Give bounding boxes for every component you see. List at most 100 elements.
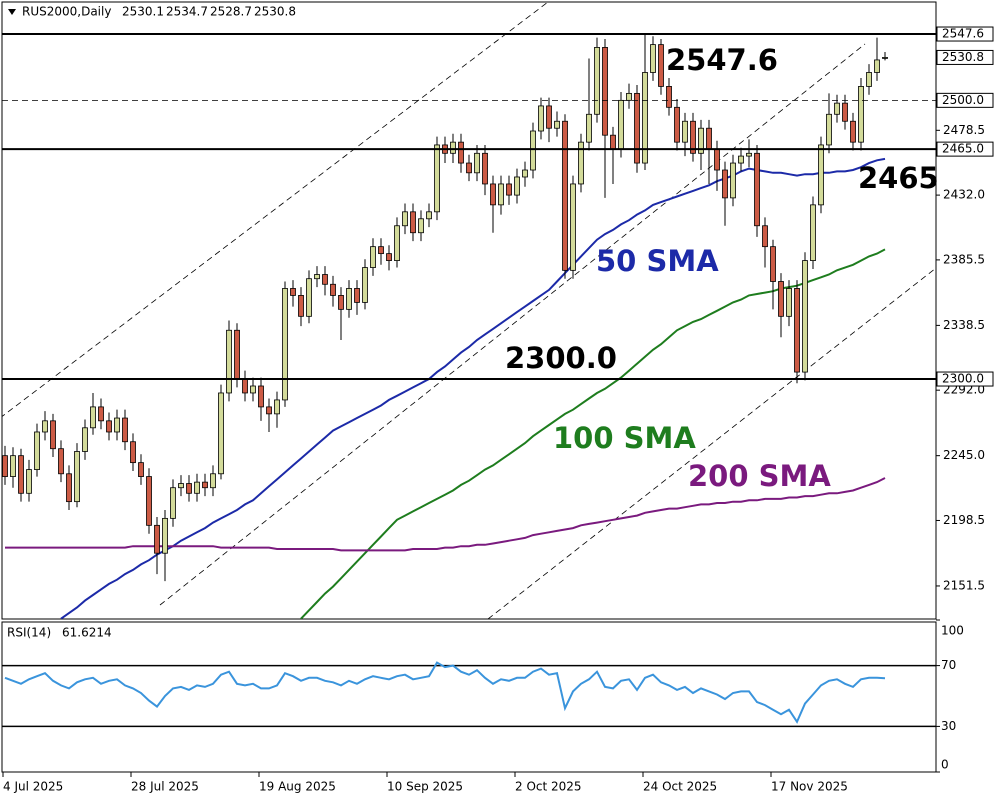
x-tick-label: 24 Oct 2025 <box>643 780 717 794</box>
plot-area <box>2 34 888 619</box>
candle-body <box>570 183 576 271</box>
candle-body <box>250 385 256 394</box>
level-label-box <box>936 371 994 387</box>
candle-body <box>10 455 16 477</box>
level-label: 2465.0 <box>942 142 984 156</box>
sma-line <box>300 248 886 619</box>
candle-body <box>842 102 848 122</box>
candle-body <box>594 47 600 115</box>
candle-body <box>234 329 240 380</box>
x-tick-label: 17 Nov 2025 <box>771 780 848 794</box>
ohlc-low: 2528.7 <box>210 5 252 19</box>
candle-body <box>50 420 56 450</box>
y-tick-label: 0 <box>941 758 949 772</box>
candle-body <box>170 487 176 519</box>
candle-body <box>154 524 160 554</box>
y-tick-label: 2432.0 <box>943 188 985 202</box>
y-tick-label: 2478.5 <box>943 123 985 137</box>
candle-body <box>586 113 592 143</box>
y-tick-label: 2151.5 <box>943 578 985 592</box>
candle-body <box>730 162 736 199</box>
candle-body <box>202 481 208 489</box>
menu-arrow <box>8 9 16 15</box>
y-tick-label: 2385.5 <box>943 252 985 266</box>
rsi-value: 61.6214 <box>62 626 112 640</box>
channel-line <box>487 267 936 619</box>
candle-body <box>242 378 248 394</box>
candle-body <box>386 253 392 261</box>
rsi-title: RSI(14) <box>7 626 51 640</box>
candle-body <box>514 176 520 196</box>
y-tick-label: 2198.5 <box>943 513 985 527</box>
candle-body <box>618 99 624 150</box>
candle-body <box>866 72 872 87</box>
candle-body <box>754 152 760 227</box>
candle-body <box>690 120 696 154</box>
y-tick-label: 70 <box>941 658 956 672</box>
candle-body <box>522 169 528 178</box>
candle-body <box>346 288 352 310</box>
channel-line <box>159 43 866 606</box>
candle-body <box>282 288 288 401</box>
candle-body <box>266 406 272 415</box>
candle-body <box>18 455 24 494</box>
candle-body <box>746 152 752 157</box>
candle-body <box>794 288 800 373</box>
candle-body <box>218 392 224 475</box>
candle-body <box>698 127 704 154</box>
candle-body <box>498 183 504 206</box>
candle-body <box>474 152 480 174</box>
candle-body <box>562 120 568 271</box>
candle-body <box>834 102 840 115</box>
candle-body <box>410 211 416 234</box>
candle-body <box>554 120 560 129</box>
x-tick-label: 2 Oct 2025 <box>515 780 582 794</box>
y-tick-label: 100 <box>941 624 964 638</box>
candle-body <box>882 57 888 59</box>
candle-body <box>530 130 536 171</box>
candle-body <box>322 274 328 285</box>
candle-body <box>210 473 216 489</box>
candle-body <box>26 469 32 494</box>
candle-body <box>90 406 96 429</box>
annotation: 2465 <box>858 161 939 195</box>
ohlc-close: 2530.8 <box>254 5 296 19</box>
candle-body <box>122 417 128 443</box>
y-tick-label: 2245.0 <box>943 448 985 462</box>
candle-body <box>482 152 488 185</box>
x-tick-label: 19 Aug 2025 <box>259 780 336 794</box>
candle-body <box>362 267 368 303</box>
candle-body <box>370 246 376 268</box>
series-label: 50 SMA <box>596 244 719 278</box>
x-tick-label: 10 Sep 2025 <box>387 780 463 794</box>
annotation: 2547.6 <box>666 43 778 77</box>
level-label-box <box>936 141 994 157</box>
level-label: 2547.6 <box>942 27 984 41</box>
candle-body <box>138 462 144 477</box>
candle-body <box>298 295 304 317</box>
candle-body <box>506 183 512 196</box>
candle-body <box>146 476 152 526</box>
ohlc-open: 2530.1 <box>122 5 164 19</box>
channel <box>2 2 936 619</box>
candle-body <box>58 448 64 475</box>
series-label: 100 SMA <box>553 421 696 455</box>
candle-body <box>354 288 360 303</box>
level-label: 2300.0 <box>942 372 984 386</box>
level-label-box <box>936 92 994 108</box>
candle-body <box>874 59 880 73</box>
level-label-box <box>936 26 994 42</box>
candle-body <box>602 47 608 136</box>
candle-body <box>186 483 192 494</box>
candle-body <box>674 106 680 143</box>
channel-line <box>2 2 549 417</box>
candle-body <box>330 283 336 296</box>
candle-body <box>402 211 408 227</box>
candle-body <box>714 148 720 171</box>
candle-body <box>578 141 584 185</box>
candle-body <box>770 246 776 282</box>
annotation: 2300.0 <box>505 341 617 375</box>
sma-line <box>60 157 886 619</box>
x-tick-label: 28 Jul 2025 <box>131 780 199 794</box>
candle-body <box>634 92 640 164</box>
